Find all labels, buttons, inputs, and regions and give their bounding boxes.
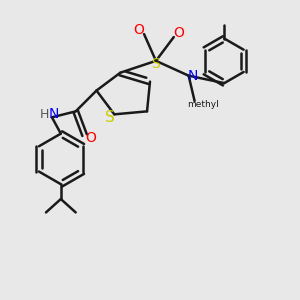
Text: N: N: [188, 69, 198, 83]
Text: methyl: methyl: [188, 100, 219, 109]
Text: O: O: [174, 26, 184, 40]
Text: N: N: [49, 107, 59, 121]
Text: S: S: [152, 57, 160, 71]
Text: O: O: [86, 131, 97, 145]
Text: H: H: [40, 108, 49, 121]
Text: O: O: [133, 22, 144, 37]
Text: S: S: [105, 110, 115, 125]
